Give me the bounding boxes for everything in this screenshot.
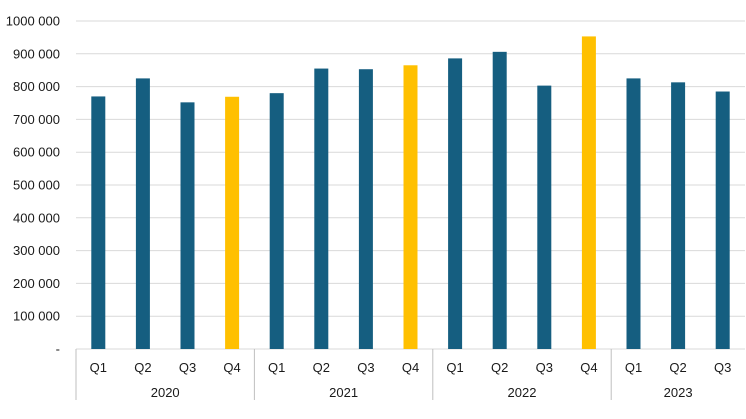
x-category-label: Q1 (625, 360, 642, 375)
x-category-label: Q2 (669, 360, 686, 375)
bar-2020-q3 (180, 102, 195, 350)
y-tick-label: 300 000 (13, 243, 60, 258)
y-tick-label: 800 000 (13, 79, 60, 94)
x-category-label: Q3 (179, 360, 196, 375)
y-tick-label: 900 000 (13, 46, 60, 61)
x-category-label: Q1 (446, 360, 463, 375)
y-tick-label: 600 000 (13, 145, 60, 160)
bar-2022-q1 (448, 58, 463, 349)
bars (91, 36, 730, 350)
bar-2021-q1 (269, 93, 284, 349)
y-tick-label: 700 000 (13, 112, 60, 127)
x-category-label: Q1 (268, 360, 285, 375)
y-tick-label: 200 000 (13, 276, 60, 291)
bar-2021-q4 (403, 65, 418, 349)
bar-2021-q2 (314, 68, 329, 349)
x-category-label: Q3 (536, 360, 553, 375)
bar-2022-q4 (581, 36, 596, 349)
x-axis-categories: Q1 Q2 Q3 Q4 Q1 Q2 Q3 Q4 Q1 Q2 Q3 Q4 Q1 Q2 Q3 (75, 349, 731, 400)
y-tick-label: - (56, 342, 60, 357)
y-tick-label: 400 000 (13, 210, 60, 225)
x-category-label: Q3 (357, 360, 374, 375)
bar-2020-q1 (91, 96, 106, 349)
bar-2023-q1 (626, 78, 641, 350)
x-axis-groups: 2020 2021 2022 2023 (151, 385, 693, 400)
bar-2020-q2 (135, 78, 150, 350)
x-group-label: 2022 (508, 385, 537, 400)
x-group-label: 2021 (329, 385, 358, 400)
bar-2020-q4 (225, 96, 240, 349)
bar-2021-q3 (358, 69, 373, 349)
y-tick-label: 500 000 (13, 178, 60, 193)
y-tick-label: 100 000 (13, 309, 60, 324)
x-category-label: Q2 (134, 360, 151, 375)
x-category-label: Q4 (223, 360, 240, 375)
x-category-label: Q2 (313, 360, 330, 375)
x-category-label: Q1 (90, 360, 107, 375)
x-category-label: Q2 (491, 360, 508, 375)
y-axis-ticks: - 100 000 200 000 300 000 400 000 500 000 600 … (6, 14, 60, 357)
bar-2023-q3 (715, 91, 730, 350)
x-group-label: 2023 (664, 385, 693, 400)
x-group-label: 2020 (151, 385, 180, 400)
x-category-label: Q4 (580, 360, 597, 375)
y-tick-label: 1000 000 (6, 14, 60, 29)
x-category-label: Q3 (714, 360, 731, 375)
bar-2023-q2 (671, 82, 686, 349)
bar-2022-q2 (492, 51, 507, 349)
bar-2022-q3 (537, 85, 552, 349)
x-category-label: Q4 (402, 360, 419, 375)
